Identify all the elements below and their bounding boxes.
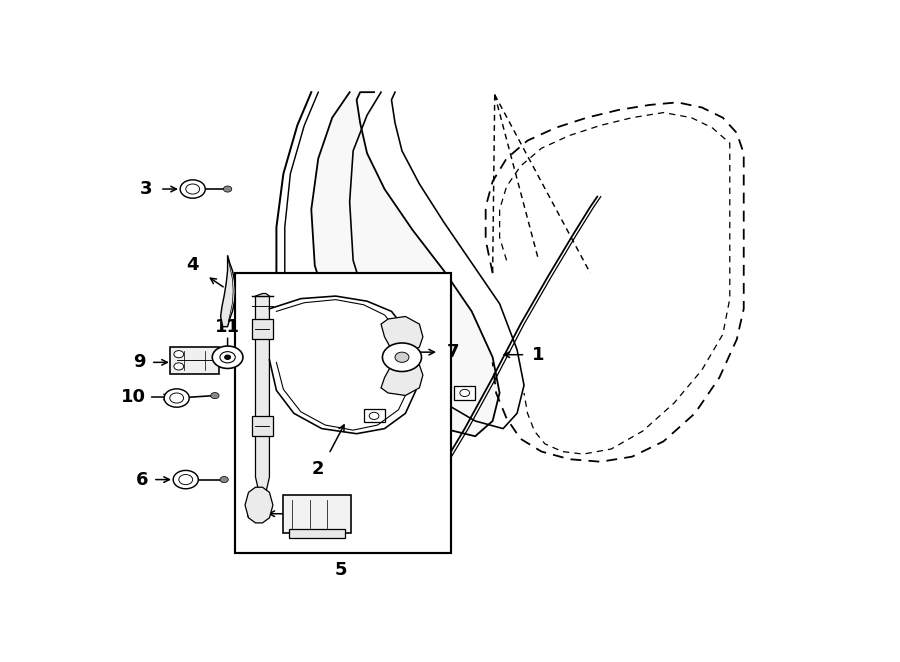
FancyBboxPatch shape	[283, 495, 351, 533]
Text: 2: 2	[312, 460, 325, 479]
Circle shape	[220, 477, 229, 483]
FancyBboxPatch shape	[170, 346, 220, 374]
Text: 6: 6	[136, 471, 148, 489]
Polygon shape	[381, 316, 423, 355]
FancyBboxPatch shape	[364, 409, 384, 422]
Bar	[235, 273, 451, 553]
Circle shape	[460, 389, 470, 397]
Circle shape	[173, 471, 198, 489]
Circle shape	[179, 475, 193, 485]
Text: 11: 11	[215, 318, 240, 336]
Text: 8: 8	[246, 504, 258, 523]
Circle shape	[185, 184, 200, 194]
Bar	[289, 529, 345, 538]
Circle shape	[170, 393, 184, 403]
Circle shape	[174, 363, 184, 370]
Polygon shape	[256, 293, 269, 495]
Circle shape	[220, 352, 235, 363]
Circle shape	[223, 186, 232, 192]
Circle shape	[211, 393, 219, 399]
Text: 4: 4	[186, 256, 199, 275]
Circle shape	[212, 346, 243, 369]
Circle shape	[180, 180, 205, 198]
Circle shape	[174, 351, 184, 357]
Text: 10: 10	[121, 388, 146, 406]
Text: 1: 1	[532, 346, 544, 363]
Circle shape	[382, 343, 421, 371]
Polygon shape	[220, 256, 235, 326]
Polygon shape	[311, 92, 500, 436]
Bar	[252, 319, 273, 340]
Text: 7: 7	[446, 343, 459, 361]
Polygon shape	[381, 359, 423, 395]
Text: 9: 9	[133, 354, 145, 371]
Bar	[252, 416, 273, 436]
Text: 5: 5	[335, 561, 347, 579]
Circle shape	[164, 389, 189, 407]
FancyBboxPatch shape	[454, 387, 475, 400]
Text: 3: 3	[140, 180, 152, 198]
Polygon shape	[245, 487, 273, 523]
Circle shape	[395, 352, 409, 362]
Circle shape	[225, 355, 230, 359]
Circle shape	[369, 412, 379, 420]
